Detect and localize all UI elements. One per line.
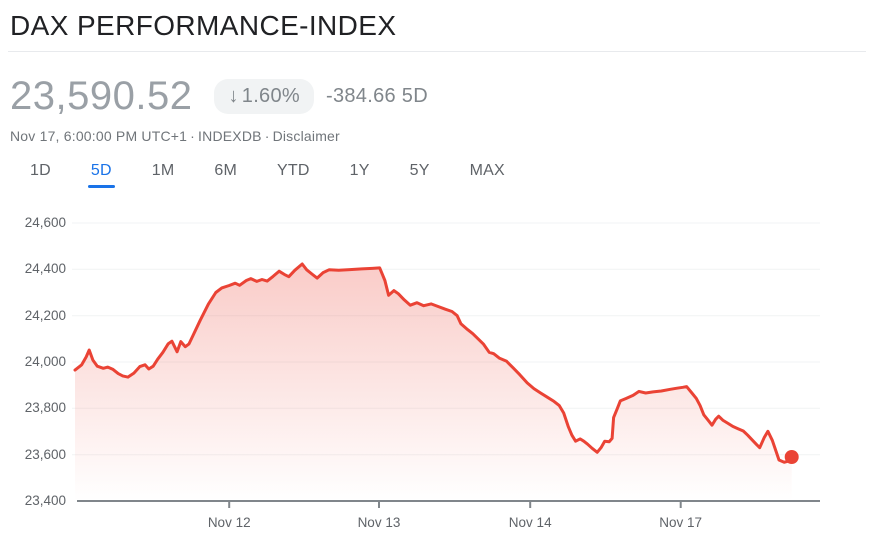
quote-timestamp: Nov 17, 6:00:00 PM UTC+1 [10,128,188,144]
page-title: DAX PERFORMANCE-INDEX [10,10,397,41]
price-chart-canvas[interactable] [0,202,874,542]
x-axis-label: Nov 17 [659,515,703,530]
header-divider [8,51,866,52]
tab-1d[interactable]: 1D [30,162,51,179]
last-price-dot [784,450,799,464]
disclaimer-link[interactable]: Disclaimer [272,128,340,144]
quote-row: 23,590.52 ↓ 1.60% -384.66 5D [10,74,874,118]
tab-ytd[interactable]: YTD [277,162,310,179]
tab-5y[interactable]: 5Y [409,162,430,179]
tab-1m[interactable]: 1M [151,162,175,179]
price-area-fill [75,264,792,501]
tab-5d[interactable]: 5D [87,158,115,193]
y-axis-label: 24,000 [24,354,66,369]
time-range-tabs: 1D 5D 1M 6M YTD 1Y 5Y MAX [30,158,874,193]
current-price: 23,590.52 [10,74,193,118]
change-value: -384.66 5D [325,84,428,107]
price-line [73,262,794,464]
down-arrow-icon: ↓ [228,84,239,107]
x-axis-label: Nov 14 [508,515,552,530]
x-axis-label: Nov 12 [207,515,251,530]
quote-meta: Nov 17, 6:00:00 PM UTC+1 · INDEXDB · Disclai… [10,128,340,144]
y-axis-label: 23,400 [24,493,66,508]
exchange-name: INDEXDB [198,128,262,144]
y-axis-label: 24,400 [24,261,66,277]
tab-6m[interactable]: 6M [214,162,237,179]
y-axis-label: 24,600 [24,215,66,230]
change-percent: 1.60% [241,84,300,107]
y-axis-label: 24,200 [24,307,66,323]
price-chart[interactable]: 24,600 24,400 24,200 24,000 23,800 23,600 23,4… [0,202,874,542]
tab-1y[interactable]: 1Y [349,162,370,179]
x-axis-label: Nov 13 [357,515,401,530]
change-percent-badge: ↓ 1.60% [214,78,314,114]
y-axis-label: 23,600 [24,446,66,462]
y-axis-label: 23,800 [24,400,66,416]
tab-max[interactable]: MAX [469,162,505,179]
